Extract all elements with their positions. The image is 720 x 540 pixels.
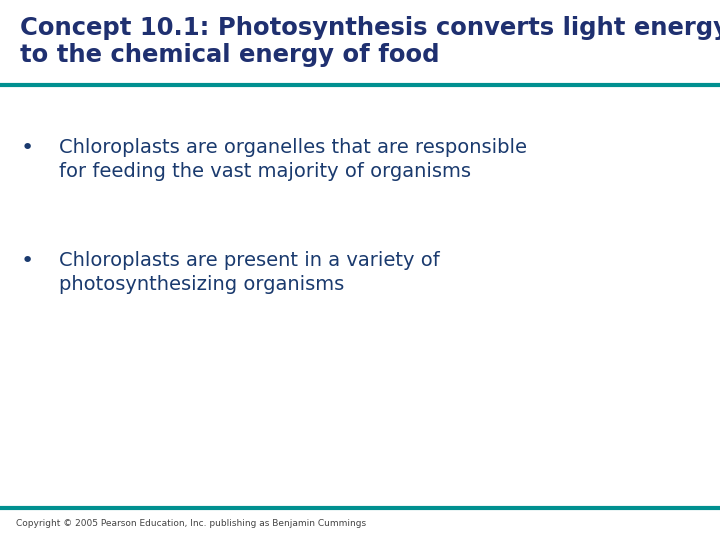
- Text: Concept 10.1: Photosynthesis converts light energy
to the chemical energy of foo: Concept 10.1: Photosynthesis converts li…: [20, 16, 720, 67]
- Text: •: •: [21, 251, 34, 271]
- Text: Chloroplasts are present in a variety of
photosynthesizing organisms: Chloroplasts are present in a variety of…: [59, 251, 440, 294]
- Text: Chloroplasts are organelles that are responsible
for feeding the vast majority o: Chloroplasts are organelles that are res…: [59, 138, 527, 181]
- Text: Copyright © 2005 Pearson Education, Inc. publishing as Benjamin Cummings: Copyright © 2005 Pearson Education, Inc.…: [16, 519, 366, 528]
- Text: •: •: [21, 138, 34, 158]
